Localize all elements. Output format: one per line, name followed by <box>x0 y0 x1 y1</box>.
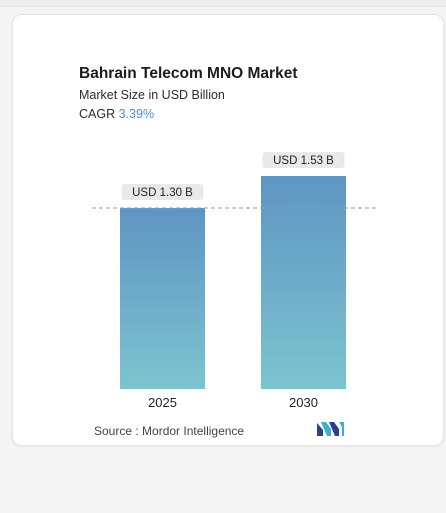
source-label: Source : <box>94 424 139 438</box>
cagr-label: CAGR <box>79 107 116 121</box>
bar-2030 <box>261 176 346 389</box>
value-label-2030: USD 1.53 B <box>273 155 334 167</box>
x-tick-label-2030: 2030 <box>289 395 318 410</box>
chart-subtitle: Market Size in USD Billion <box>79 88 225 102</box>
lower-panel <box>0 452 446 513</box>
page-top-strip <box>0 0 446 7</box>
chart-card <box>12 14 444 446</box>
cagr-line: CAGR 3.39% <box>79 107 154 121</box>
mordor-intelligence-logo-icon <box>317 422 344 436</box>
x-tick-label-2025: 2025 <box>148 395 177 410</box>
cagr-value: 3.39% <box>118 107 155 121</box>
source-name: Mordor Intelligence <box>142 424 245 438</box>
chart-title: Bahrain Telecom MNO Market <box>79 65 298 82</box>
value-label-bg-2025 <box>121 184 204 201</box>
value-label-bg-2030 <box>262 152 345 168</box>
value-label-2025: USD 1.30 B <box>132 187 193 199</box>
source-line: Source : Mordor Intelligence <box>94 424 244 438</box>
bar-2025 <box>120 208 205 389</box>
